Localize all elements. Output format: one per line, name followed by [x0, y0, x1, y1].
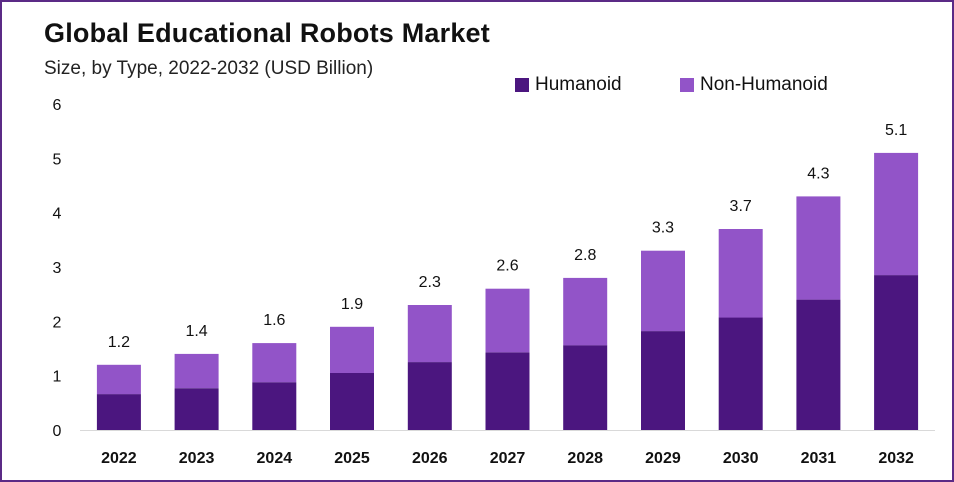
x-axis-ticks: 2022 2023 2024 2025 2026 2027 2028 2029 2030 2031…	[101, 450, 914, 467]
bar-non-humanoid-2029	[641, 250, 685, 332]
bar-non-humanoid-2023	[174, 353, 219, 389]
x-tick-label: 2026	[412, 450, 448, 467]
x-tick-label: 2031	[801, 450, 837, 467]
total-label: 1.4	[185, 323, 207, 340]
bar-humanoid-2027	[485, 352, 530, 430]
y-axis-ticks: 0 1 2 3 4 5 6	[53, 97, 62, 440]
x-tick-label: 2030	[723, 450, 759, 467]
bar-non-humanoid-2031	[796, 196, 841, 300]
total-label: 2.8	[574, 247, 596, 264]
legend-item-humanoid: Humanoid	[515, 74, 622, 96]
x-tick-label: 2022	[101, 450, 137, 467]
bar-non-humanoid-2027	[485, 288, 530, 353]
legend-label-humanoid: Humanoid	[535, 74, 622, 95]
bars	[96, 152, 919, 430]
x-tick-label: 2032	[878, 450, 914, 467]
bar-non-humanoid-2025	[330, 326, 374, 373]
x-tick-label: 2025	[334, 450, 370, 467]
bar-humanoid-2032	[874, 275, 919, 430]
bar-humanoid-2031	[796, 299, 841, 430]
y-tick-label: 1	[53, 369, 62, 386]
bar-non-humanoid-2028	[563, 277, 608, 346]
chart-title: Global Educational Robots Market	[44, 18, 490, 48]
bar-humanoid-2025	[330, 372, 374, 430]
data-labels: 1.2 1.4 1.6 1.9 2.3 2.6 2.8 3.3 3.7 4.3 5.1	[108, 122, 908, 351]
total-label: 2.6	[496, 258, 518, 275]
x-tick-label: 2024	[257, 450, 293, 467]
total-label: 1.2	[108, 334, 130, 351]
total-label: 1.9	[341, 296, 363, 313]
bar-non-humanoid-2026	[407, 305, 452, 362]
y-tick-label: 6	[53, 97, 62, 114]
total-label: 3.7	[730, 198, 752, 215]
bar-non-humanoid-2030	[718, 229, 763, 318]
x-tick-label: 2028	[567, 450, 603, 467]
bar-humanoid-2028	[563, 345, 608, 430]
y-tick-label: 2	[53, 314, 62, 331]
bar-non-humanoid-2022	[96, 364, 141, 395]
y-tick-label: 4	[53, 206, 62, 223]
x-tick-label: 2029	[645, 450, 681, 467]
x-tick-label: 2027	[490, 450, 526, 467]
total-label: 1.6	[263, 312, 285, 329]
bar-humanoid-2024	[252, 382, 297, 430]
bar-humanoid-2030	[718, 317, 763, 430]
y-tick-label: 0	[53, 423, 62, 440]
total-label: 4.3	[807, 165, 829, 182]
x-tick-label: 2023	[179, 450, 215, 467]
y-tick-label: 3	[53, 260, 62, 277]
legend-swatch-non-humanoid	[680, 78, 694, 92]
bar-non-humanoid-2032	[874, 152, 919, 276]
bar-humanoid-2022	[96, 394, 141, 430]
bar-non-humanoid-2024	[252, 343, 297, 383]
total-label: 5.1	[885, 122, 907, 139]
total-label: 2.3	[419, 274, 441, 291]
total-label: 3.3	[652, 220, 674, 237]
y-tick-label: 5	[53, 151, 62, 168]
legend-item-non-humanoid: Non-Humanoid	[680, 74, 828, 96]
bar-humanoid-2026	[407, 362, 452, 430]
bar-humanoid-2023	[174, 388, 219, 430]
chart-subtitle: Size, by Type, 2022-2032 (USD Billion)	[44, 58, 374, 79]
bar-humanoid-2029	[641, 331, 685, 430]
legend-swatch-humanoid	[515, 78, 529, 92]
legend-label-non-humanoid: Non-Humanoid	[700, 74, 828, 95]
